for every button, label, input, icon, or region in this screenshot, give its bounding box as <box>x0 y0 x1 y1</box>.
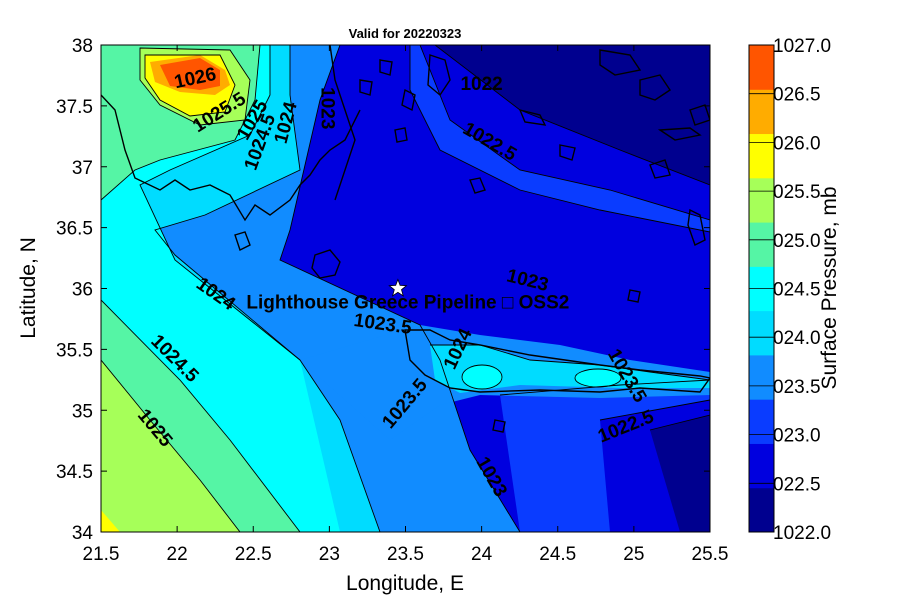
colorbar-swatch <box>749 89 774 135</box>
x-tick-label: 24 <box>471 544 493 565</box>
y-tick-label: 37 <box>72 158 93 179</box>
colorbar-swatch <box>749 177 774 223</box>
region-1022-5-east <box>420 45 710 532</box>
milos-island <box>311 249 341 279</box>
naxos-island <box>427 54 451 97</box>
x-tick-label: 22.5 <box>235 544 272 565</box>
colorbar-label: Surface Pressure, mb <box>818 186 841 389</box>
site-annotation: Lighthouse Greece Pipeline □ OSS2 <box>246 293 569 314</box>
gavdos-island <box>492 419 506 433</box>
kythera-island <box>234 231 251 251</box>
x-tick-label: 23.5 <box>387 544 424 565</box>
region-1022-0-east <box>435 45 710 532</box>
y-tick-label: 35 <box>72 401 93 422</box>
region-1026-sw <box>101 510 120 532</box>
x-tick-label: 24.5 <box>539 544 576 565</box>
rhodes-island <box>599 49 642 76</box>
x-tick-label: 22 <box>167 544 188 565</box>
region-crete-east <box>575 369 621 387</box>
x-axis: 21.5 22 22.5 23 23.5 24 24.5 25 25.5 <box>83 45 729 565</box>
y-tick-label: 36.5 <box>56 219 93 240</box>
y-axis: 34 34.5 35 35.5 36 36.5 37 37.5 38 <box>56 36 710 544</box>
lefkada-island <box>649 159 671 179</box>
colorbar-ticks: 1022.0 022.5 023.0 023.5 024.0 024.5 025… <box>749 36 831 544</box>
colorbar-swatch <box>749 133 774 179</box>
x-axis-label: Longitude, E <box>346 572 464 595</box>
cyclades-island-c <box>394 127 408 143</box>
y-tick-label: 38 <box>72 36 93 57</box>
colorbar-tick-label: 025.5 <box>773 182 821 203</box>
santorini-island <box>469 177 486 194</box>
crete-coast <box>404 329 710 393</box>
region-1027-0 <box>160 58 220 90</box>
dodecanese-island-b <box>689 104 710 126</box>
contour-lines <box>101 45 710 532</box>
colorbar-tick-label: 024.5 <box>773 280 821 301</box>
cyclades-island-a <box>379 59 393 76</box>
y-tick-label: 36 <box>72 280 93 301</box>
y-tick-label: 34.5 <box>56 462 93 483</box>
astypalea-island <box>559 144 576 161</box>
x-tick-label: 25.5 <box>692 544 729 565</box>
colorbar-swatch <box>749 310 774 356</box>
colorbar: 1022.0 022.5 023.0 023.5 024.0 024.5 025… <box>748 36 841 544</box>
karpathos-island <box>687 208 706 246</box>
colorbar-swatch <box>749 443 774 489</box>
y-tick-label: 35.5 <box>56 340 93 361</box>
attica-coast <box>329 45 356 201</box>
contour-label: 1022 <box>460 74 502 95</box>
kasos-island <box>627 289 641 303</box>
cyclades-island-b <box>359 79 373 96</box>
x-tick-label: 21.5 <box>83 544 120 565</box>
colorbar-tick-label: 022.5 <box>773 474 821 495</box>
colorbar-tick-label: 1027.0 <box>773 36 831 57</box>
y-axis-label: Latitude, N <box>17 237 40 339</box>
x-tick-label: 25 <box>623 544 644 565</box>
site-star-marker <box>388 278 408 297</box>
paros-island <box>401 88 416 112</box>
colorbar-swatch <box>749 487 774 533</box>
kos-island <box>657 127 702 141</box>
region-1025-0 <box>101 45 300 532</box>
colorbar-tick-label: 025.0 <box>773 231 821 252</box>
colorbar-tick-label: 023.0 <box>773 426 821 447</box>
colorbar-swatch <box>749 354 774 400</box>
contour-label: 1023 <box>316 87 337 129</box>
colorbar-tick-label: 024.0 <box>773 328 821 349</box>
colorbar-tick-label: 1022.0 <box>773 523 831 544</box>
contour-fill <box>101 45 710 532</box>
amorgos-island <box>518 108 547 126</box>
colorbar-swatch <box>749 399 774 444</box>
colorbar-tick-label: 023.5 <box>773 377 821 398</box>
y-tick-label: 34 <box>72 523 94 544</box>
colorbar-tick-label: 026.5 <box>773 85 821 106</box>
dodecanese-island-a <box>639 74 671 101</box>
chart-title: Valid for 20220323 <box>349 26 462 41</box>
coastlines <box>101 45 710 433</box>
y-tick-label: 37.5 <box>56 97 93 118</box>
colorbar-swatch <box>749 45 774 90</box>
colorbar-swatch <box>749 222 774 267</box>
colorbar-tick-label: 026.0 <box>773 133 821 154</box>
x-tick-label: 23 <box>319 544 340 565</box>
region-crete-west <box>462 365 502 389</box>
peloponnese-coast <box>101 94 361 222</box>
